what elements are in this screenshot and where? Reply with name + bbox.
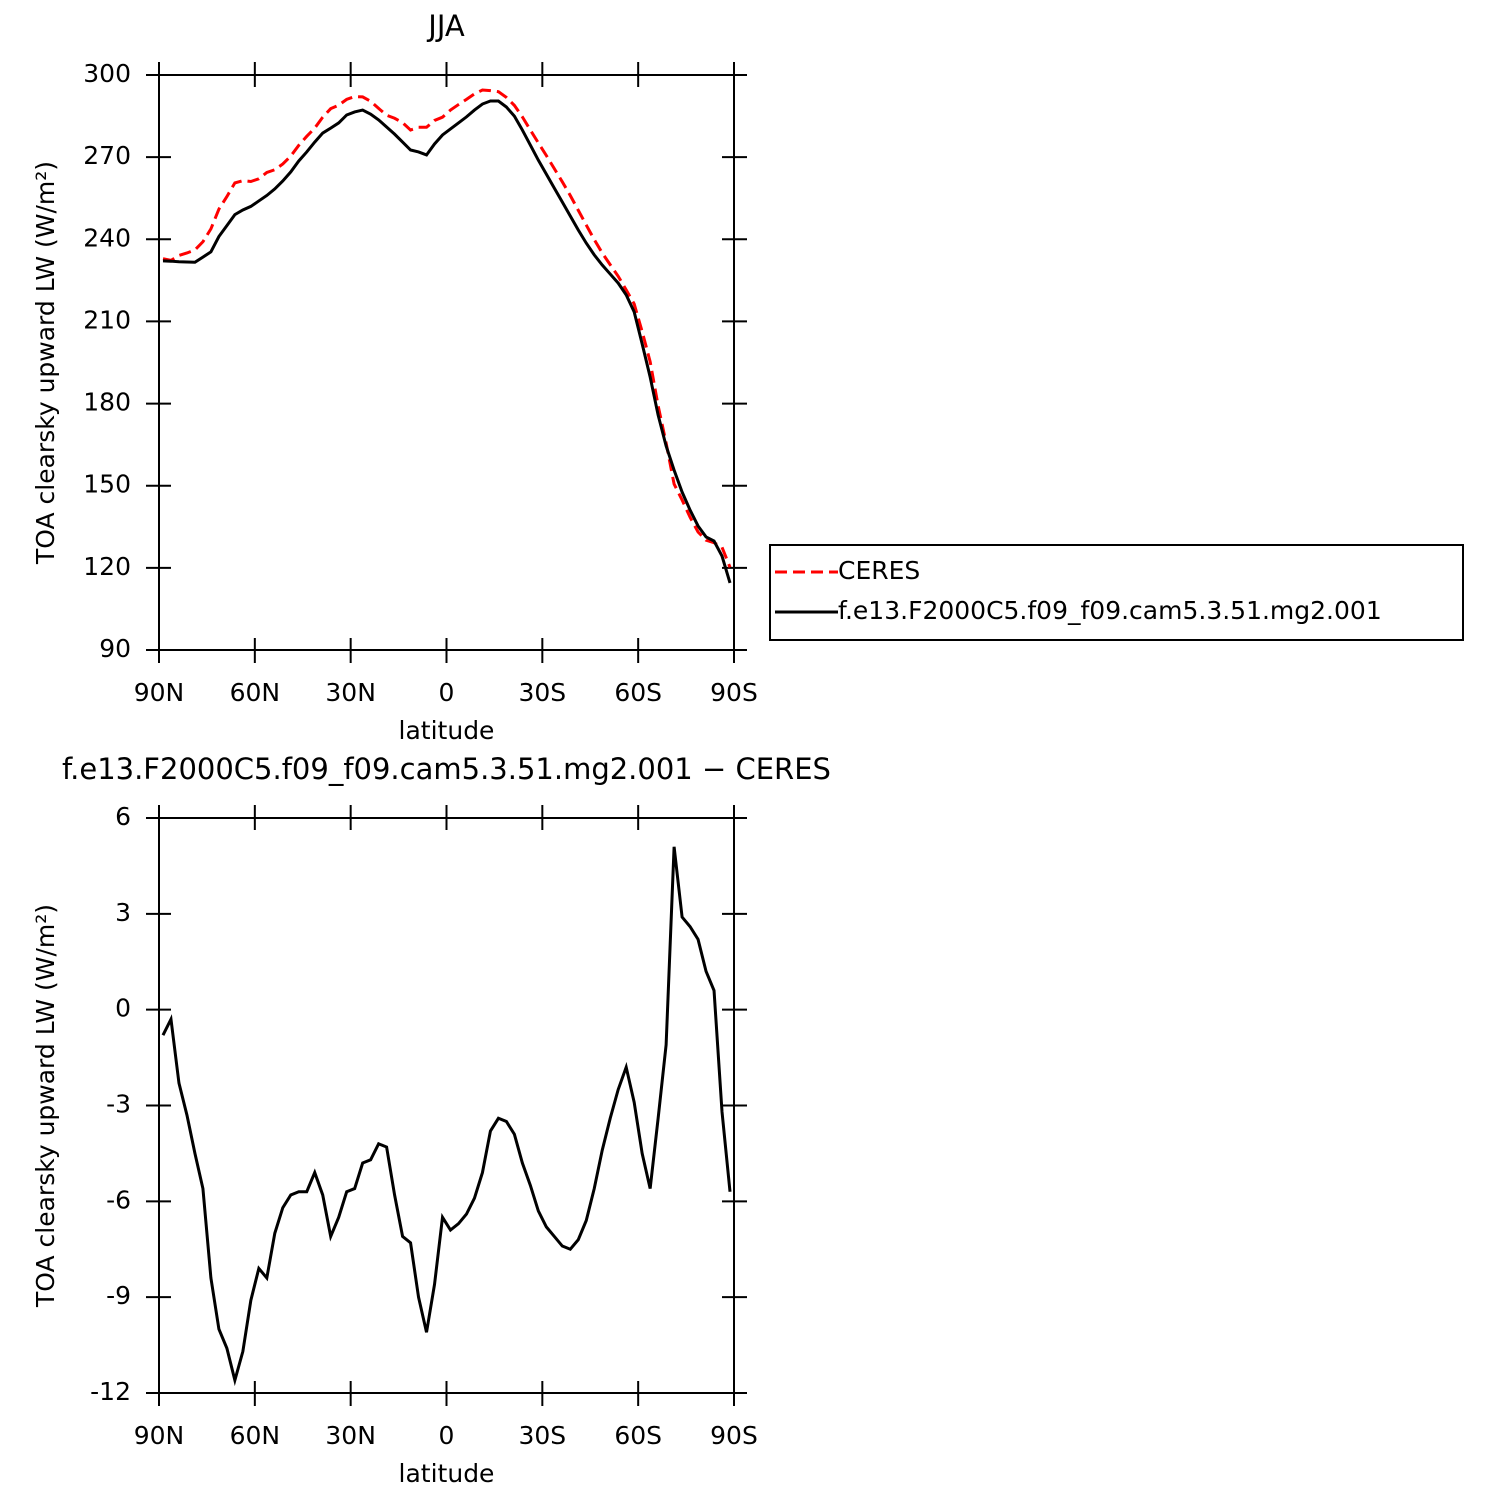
y-tick-label: -6 [106, 1185, 131, 1214]
chart-title: JJA [426, 9, 465, 43]
x-axis-label: latitude [399, 1459, 495, 1488]
y-tick-label: 150 [83, 470, 131, 499]
y-tick-label: -3 [106, 1090, 131, 1119]
legend-box [769, 544, 1464, 641]
y-tick-label: 300 [83, 59, 131, 88]
data-line [161, 846, 732, 1387]
y-tick-label: 180 [83, 388, 131, 417]
x-tick-label: 30S [518, 1421, 566, 1450]
y-tick-label: 270 [83, 141, 131, 170]
x-tick-label: 0 [439, 1421, 455, 1450]
x-axis-label: latitude [399, 716, 495, 745]
y-tick-label: 210 [83, 305, 131, 334]
chart-title: f.e13.F2000C5.f09_f09.cam5.3.51.mg2.001 … [62, 752, 831, 786]
x-tick-label: 60N [230, 678, 281, 707]
legend-label: f.e13.F2000C5.f09_f09.cam5.3.51.mg2.001 [838, 596, 1382, 625]
x-tick-label: 30S [518, 678, 566, 707]
x-tick-label: 30N [325, 678, 376, 707]
x-tick-label: 60S [614, 1421, 662, 1450]
y-axis-label: TOA clearsky upward LW (W/m²) [31, 904, 60, 1308]
x-tick-label: 90N [134, 678, 185, 707]
x-tick-label: 0 [439, 678, 455, 707]
y-tick-label: 240 [83, 223, 131, 252]
data-line [162, 99, 732, 584]
x-tick-label: 60S [614, 678, 662, 707]
legend-label: CERES [838, 556, 920, 585]
y-tick-label: 6 [115, 802, 131, 831]
y-tick-label: 0 [115, 994, 131, 1023]
y-tick-label: 3 [115, 898, 131, 927]
x-tick-label: 90S [710, 1421, 758, 1450]
y-tick-label: 90 [99, 634, 131, 663]
y-axis-label: TOA clearsky upward LW (W/m²) [31, 161, 60, 565]
x-tick-label: 30N [325, 1421, 376, 1450]
data-line [162, 88, 732, 568]
y-tick-label: 120 [83, 552, 131, 581]
x-tick-label: 60N [230, 1421, 281, 1450]
y-tick-label: -9 [106, 1281, 131, 1310]
x-tick-label: 90S [710, 678, 758, 707]
plot-frame [158, 817, 735, 1394]
y-tick-label: -12 [90, 1377, 131, 1406]
x-tick-label: 90N [134, 1421, 185, 1450]
